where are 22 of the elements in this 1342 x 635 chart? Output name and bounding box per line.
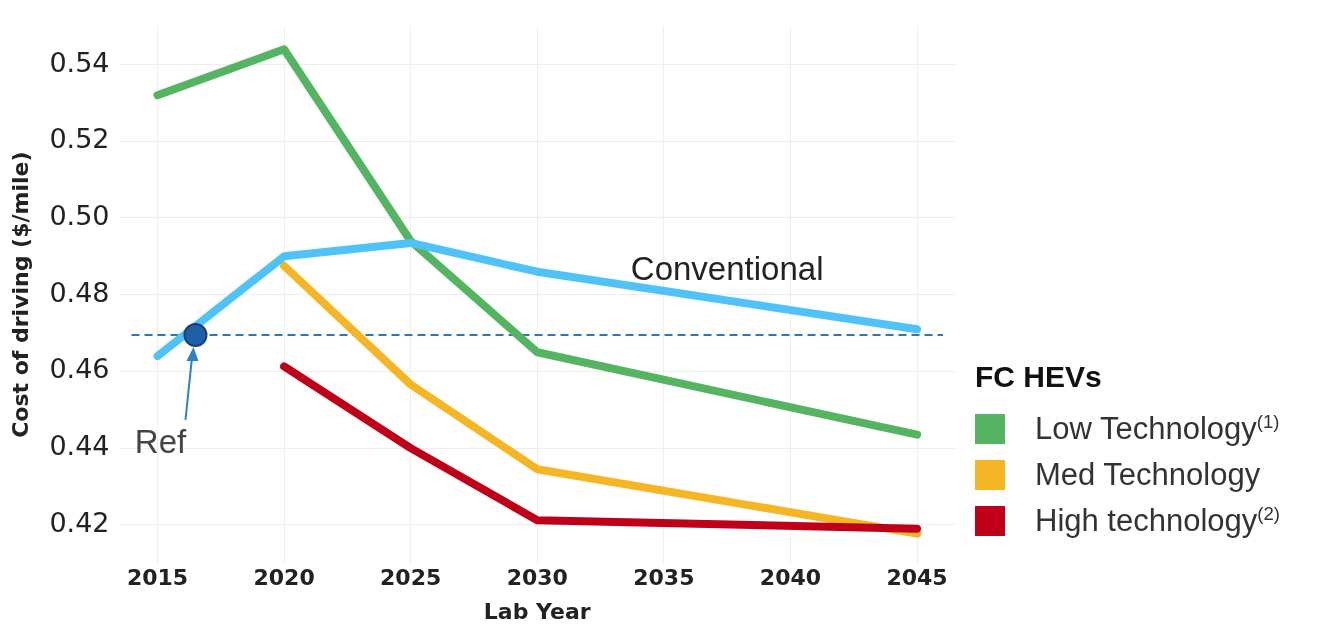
x-tick-label: 2035 bbox=[633, 565, 695, 591]
legend-label: Low Technology$^{(1)}$ bbox=[1035, 410, 1280, 448]
x-tick-label: 2015 bbox=[126, 565, 189, 591]
x-tick-label: 2045 bbox=[886, 565, 948, 591]
x-tick-label: 2020 bbox=[253, 565, 315, 591]
y-tick-label: 0.44 bbox=[49, 430, 110, 462]
y-tick-label: 0.42 bbox=[49, 506, 110, 538]
y-tick-label: 0.52 bbox=[49, 123, 110, 155]
series-label: Conventional bbox=[630, 250, 824, 288]
y-tick-label: 0.48 bbox=[49, 276, 110, 308]
x-tick-label: 2040 bbox=[759, 565, 822, 591]
x-axis-title: Lab Year bbox=[483, 598, 591, 624]
y-tick-label: 0.46 bbox=[49, 353, 110, 385]
legend-label: High technology$^{(2)}$ bbox=[1035, 502, 1281, 540]
y-tick-label: 0.54 bbox=[49, 46, 110, 78]
legend-title: FC HEVs bbox=[975, 360, 1103, 394]
y-tick-label: 0.50 bbox=[49, 200, 110, 231]
annotation: Ref bbox=[134, 422, 187, 460]
x-tick-label: 2030 bbox=[506, 565, 568, 591]
x-tick-label: 2025 bbox=[380, 565, 442, 591]
legend-label: Med Technology bbox=[1035, 457, 1261, 493]
y-axis-title: Cost of driving ($/mile) bbox=[7, 151, 33, 438]
